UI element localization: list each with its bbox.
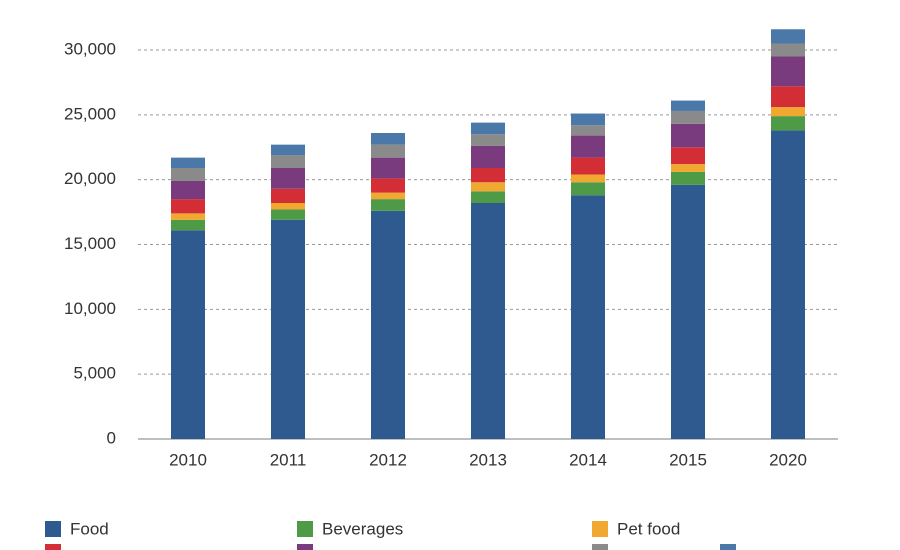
y-tick-label: 0 bbox=[107, 428, 116, 447]
legend-swatch bbox=[720, 544, 736, 550]
y-tick-label: 15,000 bbox=[64, 234, 116, 253]
bar-segment bbox=[171, 213, 205, 220]
bar-segment bbox=[771, 130, 805, 440]
bar-segment bbox=[271, 167, 305, 189]
bar-segment bbox=[371, 132, 405, 145]
legend-swatch bbox=[45, 544, 61, 550]
bar-segment bbox=[671, 184, 705, 439]
bar-segment bbox=[171, 157, 205, 168]
bar-segment bbox=[471, 122, 505, 135]
legend-label: Food bbox=[70, 519, 109, 538]
bar-segment bbox=[271, 188, 305, 204]
legend-swatch bbox=[45, 521, 61, 537]
bar-segment bbox=[471, 145, 505, 168]
legend-swatch bbox=[592, 544, 608, 550]
bar-segment bbox=[371, 178, 405, 193]
bar-segment bbox=[671, 164, 705, 172]
bar-segment bbox=[171, 180, 205, 200]
bar-segment bbox=[171, 167, 205, 181]
bar-segment bbox=[571, 135, 605, 158]
bar-segment bbox=[571, 113, 605, 126]
bar-segment bbox=[171, 199, 205, 214]
x-tick-label: 2012 bbox=[369, 450, 407, 469]
bar-segment bbox=[571, 195, 605, 439]
bar-segment bbox=[271, 219, 305, 439]
bar-segment bbox=[371, 192, 405, 200]
legend-label: Beverages bbox=[322, 519, 403, 538]
bar-segment bbox=[171, 219, 205, 231]
y-tick-label: 25,000 bbox=[64, 104, 116, 123]
y-tick-label: 5,000 bbox=[73, 364, 116, 383]
legend-swatch bbox=[297, 521, 313, 537]
bar-segment bbox=[271, 203, 305, 210]
x-tick-label: 2014 bbox=[569, 450, 607, 469]
bar-segment bbox=[771, 29, 805, 44]
bar-segment bbox=[271, 155, 305, 168]
x-tick-label: 2020 bbox=[769, 450, 807, 469]
x-tick-label: 2013 bbox=[469, 450, 507, 469]
bar-segment bbox=[671, 171, 705, 185]
legend-swatch bbox=[592, 521, 608, 537]
x-tick-label: 2010 bbox=[169, 450, 207, 469]
bar-segment bbox=[271, 144, 305, 156]
y-tick-label: 10,000 bbox=[64, 299, 116, 318]
bar-segment bbox=[571, 174, 605, 183]
y-tick-label: 30,000 bbox=[64, 39, 116, 58]
bar-segment bbox=[771, 43, 805, 57]
bar-segment bbox=[371, 210, 405, 439]
bar-segment bbox=[671, 123, 705, 148]
bar-segment bbox=[771, 107, 805, 117]
x-tick-label: 2015 bbox=[669, 450, 707, 469]
legend-label: Pet food bbox=[617, 519, 680, 538]
legend-swatch bbox=[297, 544, 313, 550]
bar-segment bbox=[571, 182, 605, 196]
bar-segment bbox=[471, 191, 505, 204]
bar-segment bbox=[671, 100, 705, 111]
bar-segment bbox=[671, 110, 705, 124]
bar-segment bbox=[371, 144, 405, 158]
bar-segment bbox=[771, 56, 805, 87]
y-tick-label: 20,000 bbox=[64, 169, 116, 188]
bar-segment bbox=[771, 116, 805, 131]
bar-segment bbox=[271, 209, 305, 220]
bar-segment bbox=[671, 147, 705, 165]
bar-segment bbox=[471, 134, 505, 146]
bar-segment bbox=[471, 182, 505, 192]
bar-segment bbox=[471, 167, 505, 183]
bar-segment bbox=[371, 199, 405, 211]
bar-segment bbox=[471, 203, 505, 439]
bar-segment bbox=[371, 157, 405, 179]
x-tick-label: 2011 bbox=[270, 450, 307, 469]
bar-segment bbox=[571, 125, 605, 136]
bar-segment bbox=[771, 86, 805, 108]
bar-segment bbox=[171, 230, 205, 439]
bar-segment bbox=[571, 157, 605, 175]
